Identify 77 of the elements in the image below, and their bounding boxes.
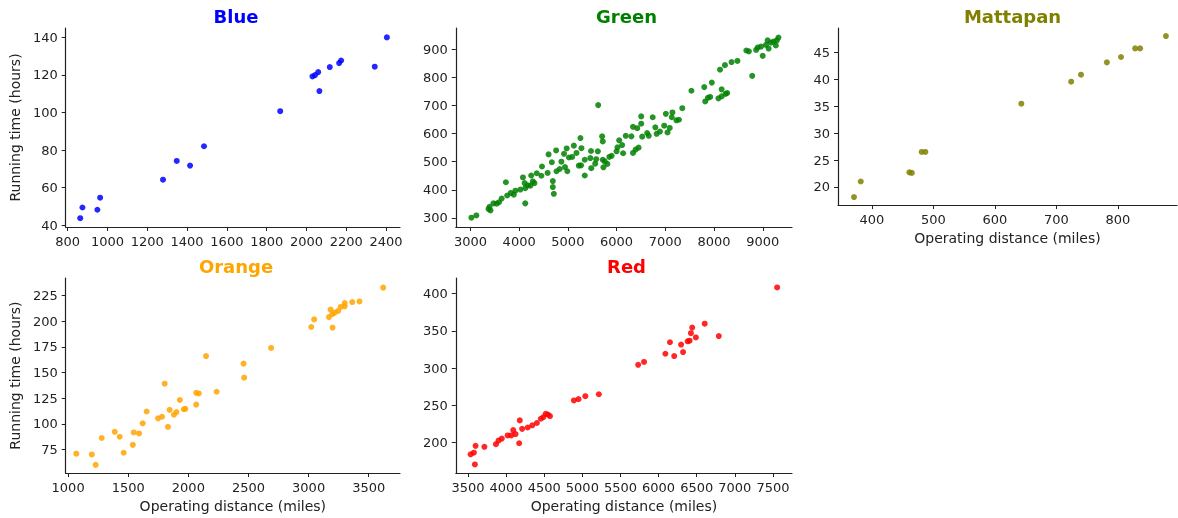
y-tick-label: 80 (41, 142, 58, 158)
y-tick-label: 200 (422, 435, 448, 451)
x-tick-label: 1500 (111, 480, 145, 496)
y-tick-label: 700 (422, 97, 448, 113)
y-tick-label: 175 (32, 339, 58, 355)
y-axis-title: Running time (hours) (7, 53, 23, 202)
x-tick-label: 2500 (231, 480, 266, 496)
x-tick-label: 500 (920, 212, 946, 228)
y-tick-label: 250 (422, 397, 448, 413)
x-tick-label: 5000 (565, 480, 599, 496)
y-tick-label: 75 (41, 441, 58, 457)
y-tick-label: 120 (32, 67, 58, 83)
y-tick-label: 60 (41, 180, 58, 196)
y-axis-title: Running time (hours) (7, 301, 23, 450)
y-tick-label: 45 (813, 45, 830, 61)
x-tick-label: 6500 (680, 480, 714, 496)
y-tick-label: 350 (422, 323, 448, 339)
x-tick-label: 5500 (603, 480, 638, 496)
x-tick-label: 2000 (289, 234, 324, 249)
x-tick-label: 700 (1044, 212, 1069, 228)
x-tick-label: 3500 (352, 480, 386, 496)
x-tick-label: 9000 (746, 234, 780, 249)
x-tick-label: 2400 (369, 234, 403, 249)
y-tick-label: 40 (41, 217, 58, 233)
x-tick-label: 1800 (250, 234, 284, 249)
x-tick-label: 4500 (527, 480, 561, 496)
y-tick-label: 100 (32, 416, 58, 432)
y-tick-label: 400 (422, 182, 448, 198)
x-tick-label: 4000 (489, 480, 523, 496)
y-tick-label: 500 (422, 154, 448, 170)
x-axis-title: Operating distance (miles) (914, 230, 1101, 246)
y-tick-label: 40 (813, 72, 830, 88)
chart-title: Mattapan (963, 5, 1062, 27)
x-tick-label: 1400 (170, 234, 204, 249)
x-tick-label: 3000 (292, 480, 326, 496)
x-tick-label: 7500 (756, 480, 790, 496)
chart-title: Orange (198, 255, 274, 277)
y-tick-label: 225 (32, 287, 58, 303)
x-tick-label: 800 (55, 234, 81, 249)
x-tick-label: 1600 (210, 234, 244, 249)
y-tick-label: 600 (422, 126, 448, 142)
chart-title: Blue (213, 5, 259, 27)
x-tick-label: 5000 (551, 234, 585, 249)
y-tick-label: 140 (32, 29, 58, 45)
y-tick-label: 30 (813, 125, 830, 141)
x-tick-label: 400 (859, 212, 885, 228)
x-axis-title: Operating distance (miles) (139, 498, 327, 514)
y-tick-label: 800 (422, 69, 448, 85)
x-tick-label: 3500 (451, 480, 485, 496)
x-axis-title: Operating distance (miles) (530, 498, 718, 514)
x-tick-label: 6000 (642, 480, 676, 496)
x-tick-label: 6000 (600, 234, 634, 249)
x-tick-label: 7000 (718, 480, 752, 496)
chart-title: Red (607, 255, 646, 277)
x-tick-label: 7000 (648, 234, 682, 249)
x-tick-label: 4000 (502, 234, 536, 249)
chart-title: Green (596, 5, 657, 27)
x-tick-label: 600 (982, 212, 1008, 228)
x-tick-label: 1200 (130, 234, 164, 249)
y-tick-label: 300 (422, 360, 448, 376)
y-tick-label: 400 (422, 286, 448, 302)
y-tick-label: 100 (32, 104, 58, 120)
y-tick-label: 900 (422, 41, 448, 57)
y-tick-label: 200 (32, 313, 58, 329)
y-tick-label: 150 (32, 364, 58, 380)
y-tick-label: 25 (813, 152, 830, 168)
y-tick-label: 125 (32, 390, 58, 406)
x-tick-label: 3000 (453, 234, 487, 249)
y-tick-label: 20 (813, 179, 830, 195)
x-tick-label: 800 (1105, 212, 1131, 228)
x-tick-label: 1000 (51, 480, 85, 496)
x-tick-label: 2000 (171, 480, 205, 496)
x-tick-label: 1000 (90, 234, 125, 249)
x-tick-label: 8000 (697, 234, 731, 249)
y-tick-label: 300 (422, 210, 448, 226)
y-tick-label: 35 (813, 98, 830, 114)
x-tick-label: 2200 (329, 234, 363, 249)
